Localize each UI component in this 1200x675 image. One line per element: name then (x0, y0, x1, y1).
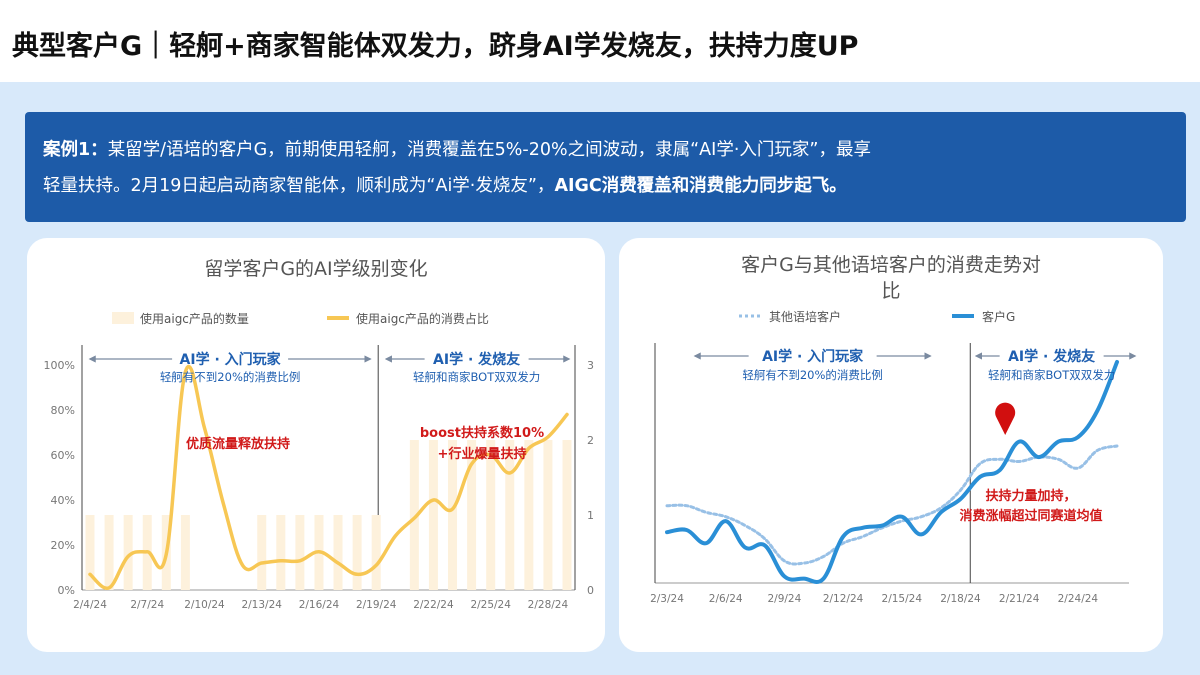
phase1-name: AI学 · 入门玩家 (762, 348, 864, 365)
case-line-1: 案例1：某留学/语培的客户G，前期使用轻舸，消费覆盖在5%-20%之间波动，隶属… (43, 132, 1164, 168)
bar (333, 515, 343, 590)
y-right-tick-label: 0 (587, 584, 594, 597)
annotation-growth: 消费涨幅超过同赛道均值 (959, 508, 1102, 524)
right-chart-title: 客户G与其他语培客户的消费走势对 比 (619, 252, 1163, 304)
bar (104, 515, 114, 590)
x-tick-label: 2/15/24 (882, 593, 923, 605)
left-chart-title: 留学客户G的AI学级别变化 (204, 258, 428, 280)
right-chart-title-line1: 客户G与其他语培客户的消费走势对 (741, 254, 1041, 276)
x-tick-label: 2/28/24 (528, 599, 569, 611)
y-left-tick-label: 20% (51, 539, 75, 552)
x-tick-label: 2/25/24 (470, 599, 511, 611)
y-left-tick-label: 0% (58, 584, 75, 597)
bar (486, 440, 496, 590)
left-chart-card: 留学客户G的AI学级别变化 使用aigc产品的数量 使用aigc产品的消费占比 0%… (27, 238, 605, 652)
annotation-boost: boost扶持系数10% (420, 425, 544, 441)
phase2-desc: 轻舸和商家BOT双双发力 (413, 370, 540, 384)
case-summary-box: 案例1：某留学/语培的客户G，前期使用轻舸，消费覆盖在5%-20%之间波动，隶属… (25, 112, 1186, 222)
right-chart-svg: 其他语培客户 客户G 2/3/24 2/6/24 2/9/24 2/12/24 2/15/2… (650, 309, 1137, 605)
bar (276, 515, 286, 590)
bar (543, 440, 553, 590)
location-pin-icon (995, 402, 1016, 435)
x-tick-label: 2/16/24 (299, 599, 340, 611)
case-text-2-bold: AIGC消费覆盖和消费能力同步起飞。 (554, 176, 847, 196)
y-left-tick-label: 40% (51, 494, 75, 507)
x-tick-label: 2/7/24 (130, 599, 164, 611)
bar (467, 440, 477, 590)
phase2-desc: 轻舸和商家BOT双双发力 (988, 368, 1115, 382)
title-band (0, 0, 1200, 82)
x-tick-label: 2/18/24 (940, 593, 981, 605)
phase1-desc: 轻舸有不到20%的消费比例 (742, 368, 883, 382)
bar (524, 440, 534, 590)
bar (562, 440, 572, 590)
x-tick-label: 2/4/24 (73, 599, 107, 611)
x-tick-label: 2/13/24 (241, 599, 282, 611)
bar (505, 440, 515, 590)
y-left-tick-label: 60% (51, 449, 75, 462)
right-chart-card: 客户G与其他语培客户的消费走势对 比 其他语培客户 客户G 2/3/24 2/6/24… (619, 238, 1163, 652)
legend-bar-swatch (112, 312, 134, 324)
phase1-name: AI学 · 入门玩家 (180, 351, 282, 368)
y-right-tick-label: 2 (587, 434, 594, 447)
x-tick-label: 2/9/24 (767, 593, 801, 605)
bar (295, 515, 305, 590)
case-text-1: 某留学/语培的客户G，前期使用轻舸，消费覆盖在5%-20%之间波动，隶属“AI学… (107, 140, 871, 160)
consumption-share-line (88, 364, 569, 590)
legend-other-label: 其他语培客户 (769, 309, 841, 324)
other-clients-line (665, 444, 1119, 566)
x-tick-label: 2/19/24 (356, 599, 397, 611)
bar (428, 440, 438, 590)
left-chart-svg: 使用aigc产品的数量 使用aigc产品的消费占比0%20%40%60%80%10… (44, 311, 594, 611)
bar (409, 440, 419, 590)
x-tick-label: 2/12/24 (823, 593, 864, 605)
bar (180, 515, 190, 590)
x-tick-label: 2/3/24 (650, 593, 684, 605)
phase1-desc: 轻舸有不到20%的消费比例 (160, 370, 301, 384)
legend-bar-label: 使用aigc产品的数量 (140, 311, 249, 326)
x-tick-label: 2/24/24 (1058, 593, 1099, 605)
case-label: 案例1： (43, 140, 108, 160)
page-title: 典型客户G｜轻舸+商家智能体双发力，跻身AI学发烧友，扶持力度UP (12, 31, 859, 62)
y-left-tick-label: 100% (44, 359, 75, 372)
right-chart-title-line2: 比 (881, 280, 901, 302)
annotation-traffic-support: 优质流量释放扶持 (186, 436, 290, 452)
annotation-support: 扶持力量加持， (985, 488, 1076, 504)
case-text-2: 轻量扶持。2月19日起启动商家智能体，顺利成为“Ai学·发烧友”， (43, 176, 555, 196)
bar (352, 515, 362, 590)
bar (123, 515, 133, 590)
x-tick-label: 2/6/24 (709, 593, 743, 605)
bar (448, 440, 458, 590)
phase2-name: AI学 · 发烧友 (1008, 348, 1095, 365)
y-right-tick-label: 1 (587, 509, 594, 522)
client-g-line (665, 360, 1119, 584)
bar (257, 515, 267, 590)
x-tick-label: 2/22/24 (413, 599, 454, 611)
phase2-name: AI学 · 发烧友 (433, 351, 520, 368)
x-tick-label: 2/21/24 (999, 593, 1040, 605)
bar (85, 515, 95, 590)
y-right-tick-label: 3 (587, 359, 594, 372)
legend-line-label: 使用aigc产品的消费占比 (356, 311, 489, 326)
case-line-2: 轻量扶持。2月19日起启动商家智能体，顺利成为“Ai学·发烧友”，AIGC消费覆… (43, 168, 1164, 204)
legend-g-label: 客户G (982, 309, 1015, 324)
y-left-tick-label: 80% (51, 404, 75, 417)
annotation-industry: +行业爆量扶持 (438, 446, 527, 462)
bar (371, 515, 381, 590)
x-tick-label: 2/10/24 (184, 599, 225, 611)
